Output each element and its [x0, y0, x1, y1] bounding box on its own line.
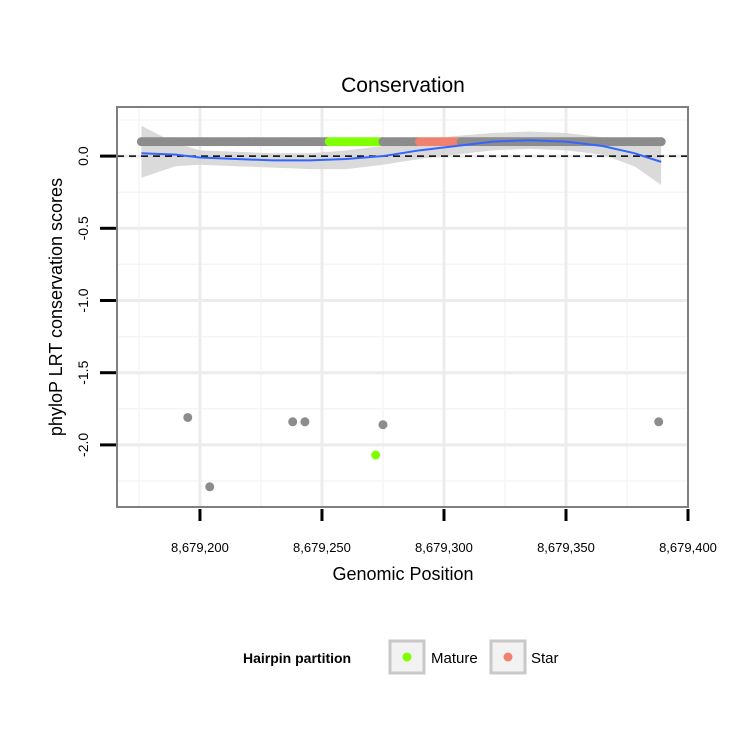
y-tick-label: -0.5 [75, 216, 91, 240]
data-point-outlier-other [288, 417, 298, 427]
plot-panel-border [116, 106, 689, 508]
legend-label-star: Star [531, 650, 559, 667]
data-point-other [656, 137, 666, 147]
x-tick-label: 8,679,400 [659, 540, 717, 555]
x-axis: 8,679,200 8,679,250 8,679,300 8,679,350 8,67… [171, 509, 717, 555]
plot-background [117, 107, 688, 507]
data-point-outlier-other [183, 412, 193, 422]
x-tick-label: 8,679,250 [293, 540, 351, 555]
grid-lines [117, 107, 688, 507]
y-tick-label: -2.0 [75, 433, 91, 457]
data-point-outlier-other [378, 420, 388, 430]
legend: Hairpin partition Mature Star [243, 639, 559, 675]
legend-swatch-star [503, 652, 513, 662]
y-axis-title: phyloP LRT conservation scores [46, 178, 66, 436]
y-tick-label: -1.0 [75, 288, 91, 312]
smooth-curve [141, 139, 662, 163]
x-tick-label: 8,679,350 [537, 540, 595, 555]
x-tick-label: 8,679,200 [171, 540, 229, 555]
y-tick-label: -1.5 [75, 360, 91, 384]
data-point-outlier-other [205, 482, 215, 492]
smooth-line [141, 139, 662, 163]
data-point-outlier-mature [371, 450, 381, 460]
data-points [136, 137, 666, 492]
x-tick-label: 8,679,300 [415, 540, 473, 555]
legend-title: Hairpin partition [243, 650, 351, 666]
y-tick-label: 0.0 [75, 146, 91, 166]
data-point-outlier-other [654, 417, 664, 427]
y-axis: 0.0 -0.5 -1.0 -1.5 -2.0 [75, 146, 116, 457]
x-axis-title: Genomic Position [332, 564, 473, 584]
legend-label-mature: Mature [431, 650, 478, 667]
legend-swatch-mature [402, 652, 412, 662]
chart-title: Conservation [341, 74, 465, 97]
data-point-outlier-other [300, 417, 310, 427]
